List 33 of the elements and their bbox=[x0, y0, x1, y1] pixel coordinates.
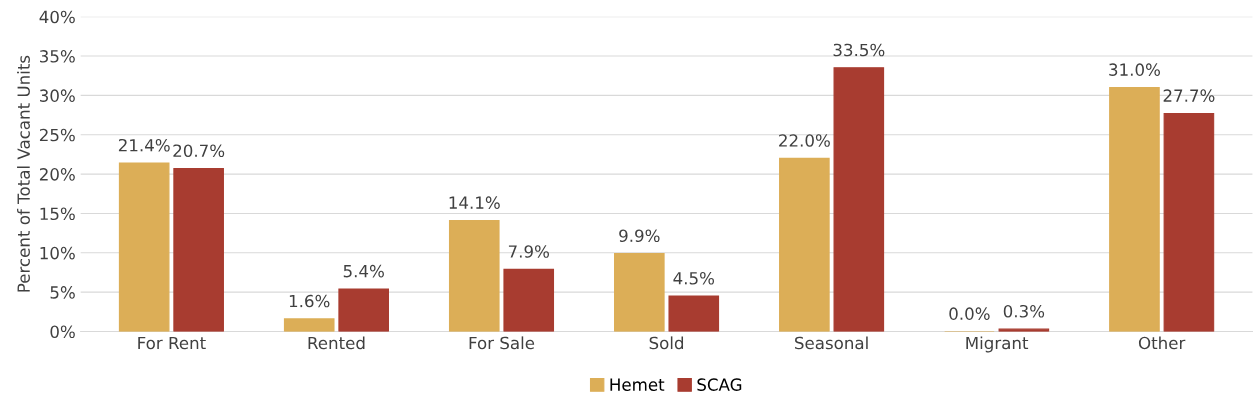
x-tick-label: Sold bbox=[649, 336, 684, 350]
legend-label: Hemet bbox=[610, 378, 665, 391]
data-label: 4.5% bbox=[673, 271, 715, 285]
y-tick-label: 30% bbox=[40, 89, 75, 102]
data-label: 7.9% bbox=[508, 245, 549, 258]
data-label: 33.5% bbox=[833, 43, 885, 57]
data-label: 0.3% bbox=[1003, 304, 1045, 318]
y-tick-label: 40% bbox=[39, 10, 75, 24]
data-label: 21.4% bbox=[118, 138, 170, 152]
data-label: 0.0% bbox=[949, 307, 990, 320]
legend-label: SCAG bbox=[697, 378, 742, 391]
data-label: 9.9% bbox=[619, 229, 660, 243]
data-label: 31.0% bbox=[1109, 63, 1160, 76]
y-tick-label: 20% bbox=[39, 168, 75, 181]
x-tick-label: For Sale bbox=[469, 336, 535, 350]
y-tick-label: 0% bbox=[50, 325, 75, 339]
data-label: 5.4% bbox=[343, 264, 384, 278]
y-tick-label: 10% bbox=[40, 246, 75, 260]
x-tick-label: Rented bbox=[308, 336, 365, 350]
data-label: 27.7% bbox=[1163, 89, 1215, 102]
y-tick-label: 15% bbox=[40, 207, 75, 221]
x-tick-label: Other bbox=[1138, 336, 1186, 350]
y-tick-label: 35% bbox=[40, 50, 75, 63]
y-tick-label: 25% bbox=[39, 128, 75, 142]
data-label: 1.6% bbox=[289, 294, 330, 308]
data-label: 14.1% bbox=[449, 196, 500, 209]
x-tick-label: For Rent bbox=[138, 336, 206, 350]
x-tick-label: Migrant bbox=[966, 336, 1029, 353]
y-tick-label: 5% bbox=[50, 286, 75, 299]
x-tick-label: Seasonal bbox=[795, 336, 868, 350]
data-label: 22.0% bbox=[779, 134, 830, 147]
data-label: 20.7% bbox=[173, 144, 225, 158]
y-axis-title: Percent of Total Vacant Units bbox=[17, 55, 30, 292]
